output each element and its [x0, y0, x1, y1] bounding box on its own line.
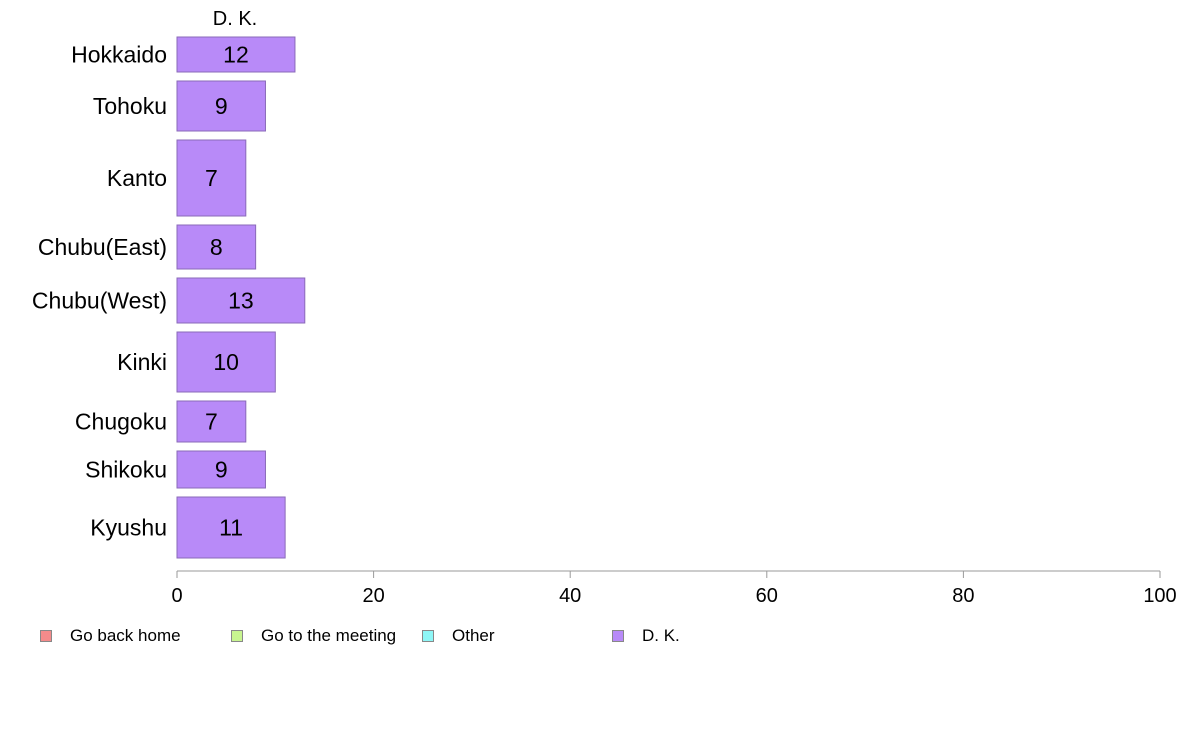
- category-label: Kinki: [117, 349, 167, 375]
- data-label: 11: [219, 515, 243, 541]
- category-label: Kanto: [107, 165, 167, 191]
- bar: [176, 80, 266, 132]
- panel-title: D. K.: [213, 8, 257, 30]
- bar: [176, 450, 266, 489]
- bar: [176, 277, 306, 324]
- legend-swatch: [422, 630, 434, 642]
- legend-item: Go to the meeting: [231, 626, 396, 646]
- data-label: 13: [228, 288, 254, 314]
- data-label: 12: [223, 42, 249, 68]
- legend-label: Go back home: [70, 626, 181, 645]
- legend-label: D. K.: [642, 626, 680, 645]
- data-label: 7: [205, 165, 218, 191]
- legend-swatch: [231, 630, 243, 642]
- category-label: Shikoku: [85, 457, 167, 483]
- x-tick-label: 40: [559, 585, 581, 607]
- data-label: 9: [215, 457, 228, 483]
- bar: [176, 139, 247, 217]
- legend-item: Go back home: [40, 626, 181, 646]
- x-tick-label: 0: [171, 585, 182, 607]
- category-label: Chubu(West): [32, 288, 167, 314]
- category-label: Chugoku: [75, 409, 167, 435]
- bar: [176, 224, 257, 270]
- category-label: Kyushu: [90, 515, 167, 541]
- bars-layer: Hokkaido 12 Tohoku 9 Kanto 7 Chubu(East) 8 Chubu…: [32, 36, 306, 559]
- data-label: 7: [205, 409, 218, 435]
- bar-chart: D. K. Hokkaido 12 Tohoku 9 Kanto 7 Chubu(East)…: [32, 8, 1177, 607]
- bar: [176, 36, 296, 73]
- data-label: 10: [213, 349, 239, 375]
- x-axis: 0 20 40 60 80 100: [171, 570, 1177, 607]
- category-label: Tohoku: [93, 93, 167, 119]
- legend-label: Other: [452, 626, 495, 645]
- legend-swatch: [40, 630, 52, 642]
- legend-swatch: [612, 630, 624, 642]
- x-tick-label: 80: [952, 585, 974, 607]
- legend-label: Go to the meeting: [261, 626, 397, 645]
- data-label: 8: [210, 234, 223, 260]
- legend-item: D. K.: [612, 626, 680, 646]
- bar: [176, 496, 286, 559]
- data-label: 9: [215, 93, 228, 119]
- legend-item: Other: [422, 626, 495, 646]
- category-label: Hokkaido: [71, 42, 167, 68]
- legend: Go back home Go to the meeting Other D. K.: [0, 622, 1188, 648]
- x-tick-label: 100: [1143, 585, 1176, 607]
- x-tick-label: 20: [362, 585, 384, 607]
- bar: [176, 331, 276, 393]
- category-label: Chubu(East): [38, 234, 167, 260]
- bar: [176, 400, 247, 443]
- x-tick-label: 60: [756, 585, 778, 607]
